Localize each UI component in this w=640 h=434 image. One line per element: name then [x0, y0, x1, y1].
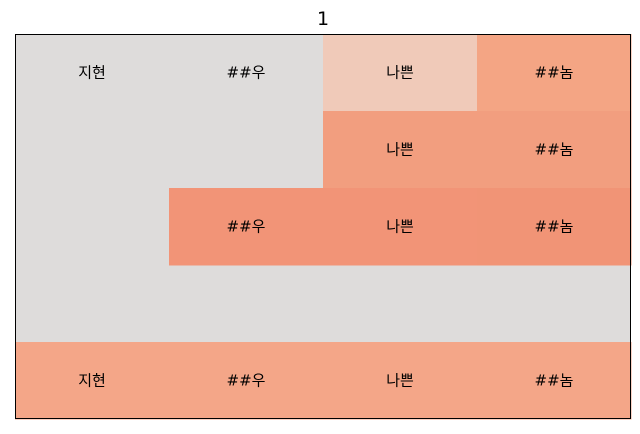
heatmap-cell-label: 지현: [78, 64, 106, 82]
heatmap-cell: [169, 188, 324, 266]
heatmap-cell: [477, 188, 632, 266]
heatmap-cell: [477, 111, 632, 189]
heatmap-cell: [323, 34, 478, 112]
heatmap-cell-label: ##놈: [535, 218, 574, 236]
heatmap-cell-label: 지현: [78, 372, 106, 390]
heatmap-cell: [323, 111, 478, 189]
heatmap-cell: [15, 342, 170, 420]
heatmap-cell-label: ##우: [227, 64, 266, 82]
heatmap-cell-label: 나쁜: [386, 218, 414, 236]
heatmap-cell-label: 나쁜: [386, 141, 414, 159]
heatmap-cell: [477, 342, 632, 420]
heatmap-cell-label: 나쁜: [386, 64, 414, 82]
heatmap-cell: [169, 342, 324, 420]
heatmap-cell: [323, 188, 478, 266]
heatmap-cell-label: ##우: [227, 372, 266, 390]
heatmap-cell-label: 나쁜: [386, 372, 414, 390]
heatmap-cell: [15, 34, 170, 112]
plot-frame: [15, 34, 631, 419]
heatmap-cell-label: ##놈: [535, 372, 574, 390]
heatmap-cell-label: ##놈: [535, 64, 574, 82]
heatmap-cell-label: ##우: [227, 218, 266, 236]
chart-title: 1: [317, 8, 329, 30]
heatmap-cell: [169, 34, 324, 112]
heatmap-cell: [323, 342, 478, 420]
heatmap-cell-label: ##놈: [535, 141, 574, 159]
heatmap-cells: 지현 ##우 나쁜 ##놈나쁜 ##놈##우 나쁜 ##놈지현 ##우 나쁜 ##놈: [15, 34, 632, 420]
heatmap-cell: [477, 34, 632, 112]
